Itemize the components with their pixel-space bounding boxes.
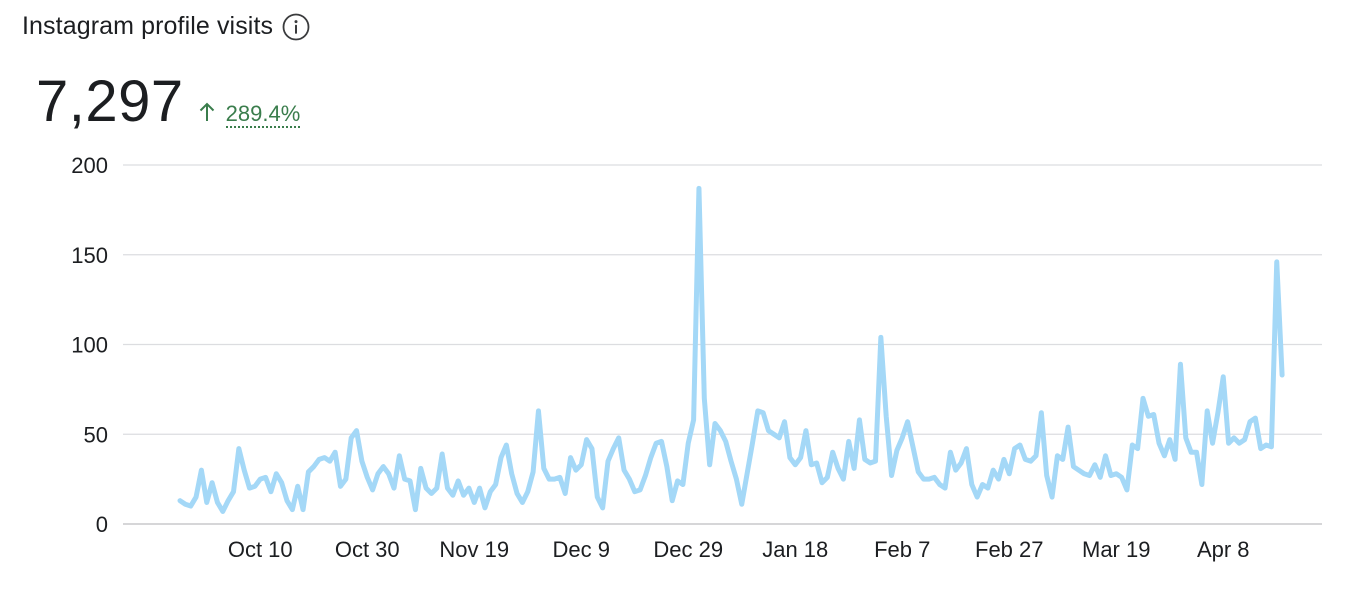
arrow-up-icon bbox=[198, 101, 216, 123]
x-tick-label: Apr 8 bbox=[1197, 537, 1250, 562]
x-tick-label: Dec 9 bbox=[553, 537, 610, 562]
y-axis-ticks: 0 50 100 150 200 bbox=[71, 153, 108, 537]
y-tick-label: 150 bbox=[71, 243, 108, 268]
x-tick-label: Feb 27 bbox=[975, 537, 1044, 562]
y-tick-label: 100 bbox=[71, 333, 108, 358]
y-tick-label: 0 bbox=[96, 512, 108, 537]
x-tick-label: Feb 7 bbox=[874, 537, 930, 562]
x-tick-label: Oct 10 bbox=[228, 537, 293, 562]
change-percent[interactable]: 289.4% bbox=[225, 101, 301, 128]
grid-lines bbox=[123, 164, 1322, 525]
x-tick-label: Nov 19 bbox=[439, 537, 509, 562]
x-tick-label: Mar 19 bbox=[1082, 537, 1150, 562]
series-line-profile-visits bbox=[177, 185, 1285, 514]
change-indicator: 289.4% bbox=[198, 99, 301, 128]
chart-header: Instagram profile visits bbox=[22, 12, 310, 41]
y-tick-label: 50 bbox=[84, 422, 108, 447]
info-icon[interactable] bbox=[282, 13, 310, 41]
total-visits-value: 7,297 bbox=[36, 69, 184, 134]
chart-title: Instagram profile visits bbox=[22, 12, 274, 40]
x-tick-label: Oct 30 bbox=[335, 537, 400, 562]
x-axis-ticks: Oct 10 Oct 30 Nov 19 Dec 9 Dec 29 Jan 18 Feb 7… bbox=[228, 537, 1250, 562]
y-tick-label: 200 bbox=[71, 153, 108, 178]
x-tick-label: Dec 29 bbox=[653, 537, 723, 562]
metric-summary: 7,297 289.4% bbox=[36, 68, 301, 135]
x-tick-label: Jan 18 bbox=[762, 537, 828, 562]
